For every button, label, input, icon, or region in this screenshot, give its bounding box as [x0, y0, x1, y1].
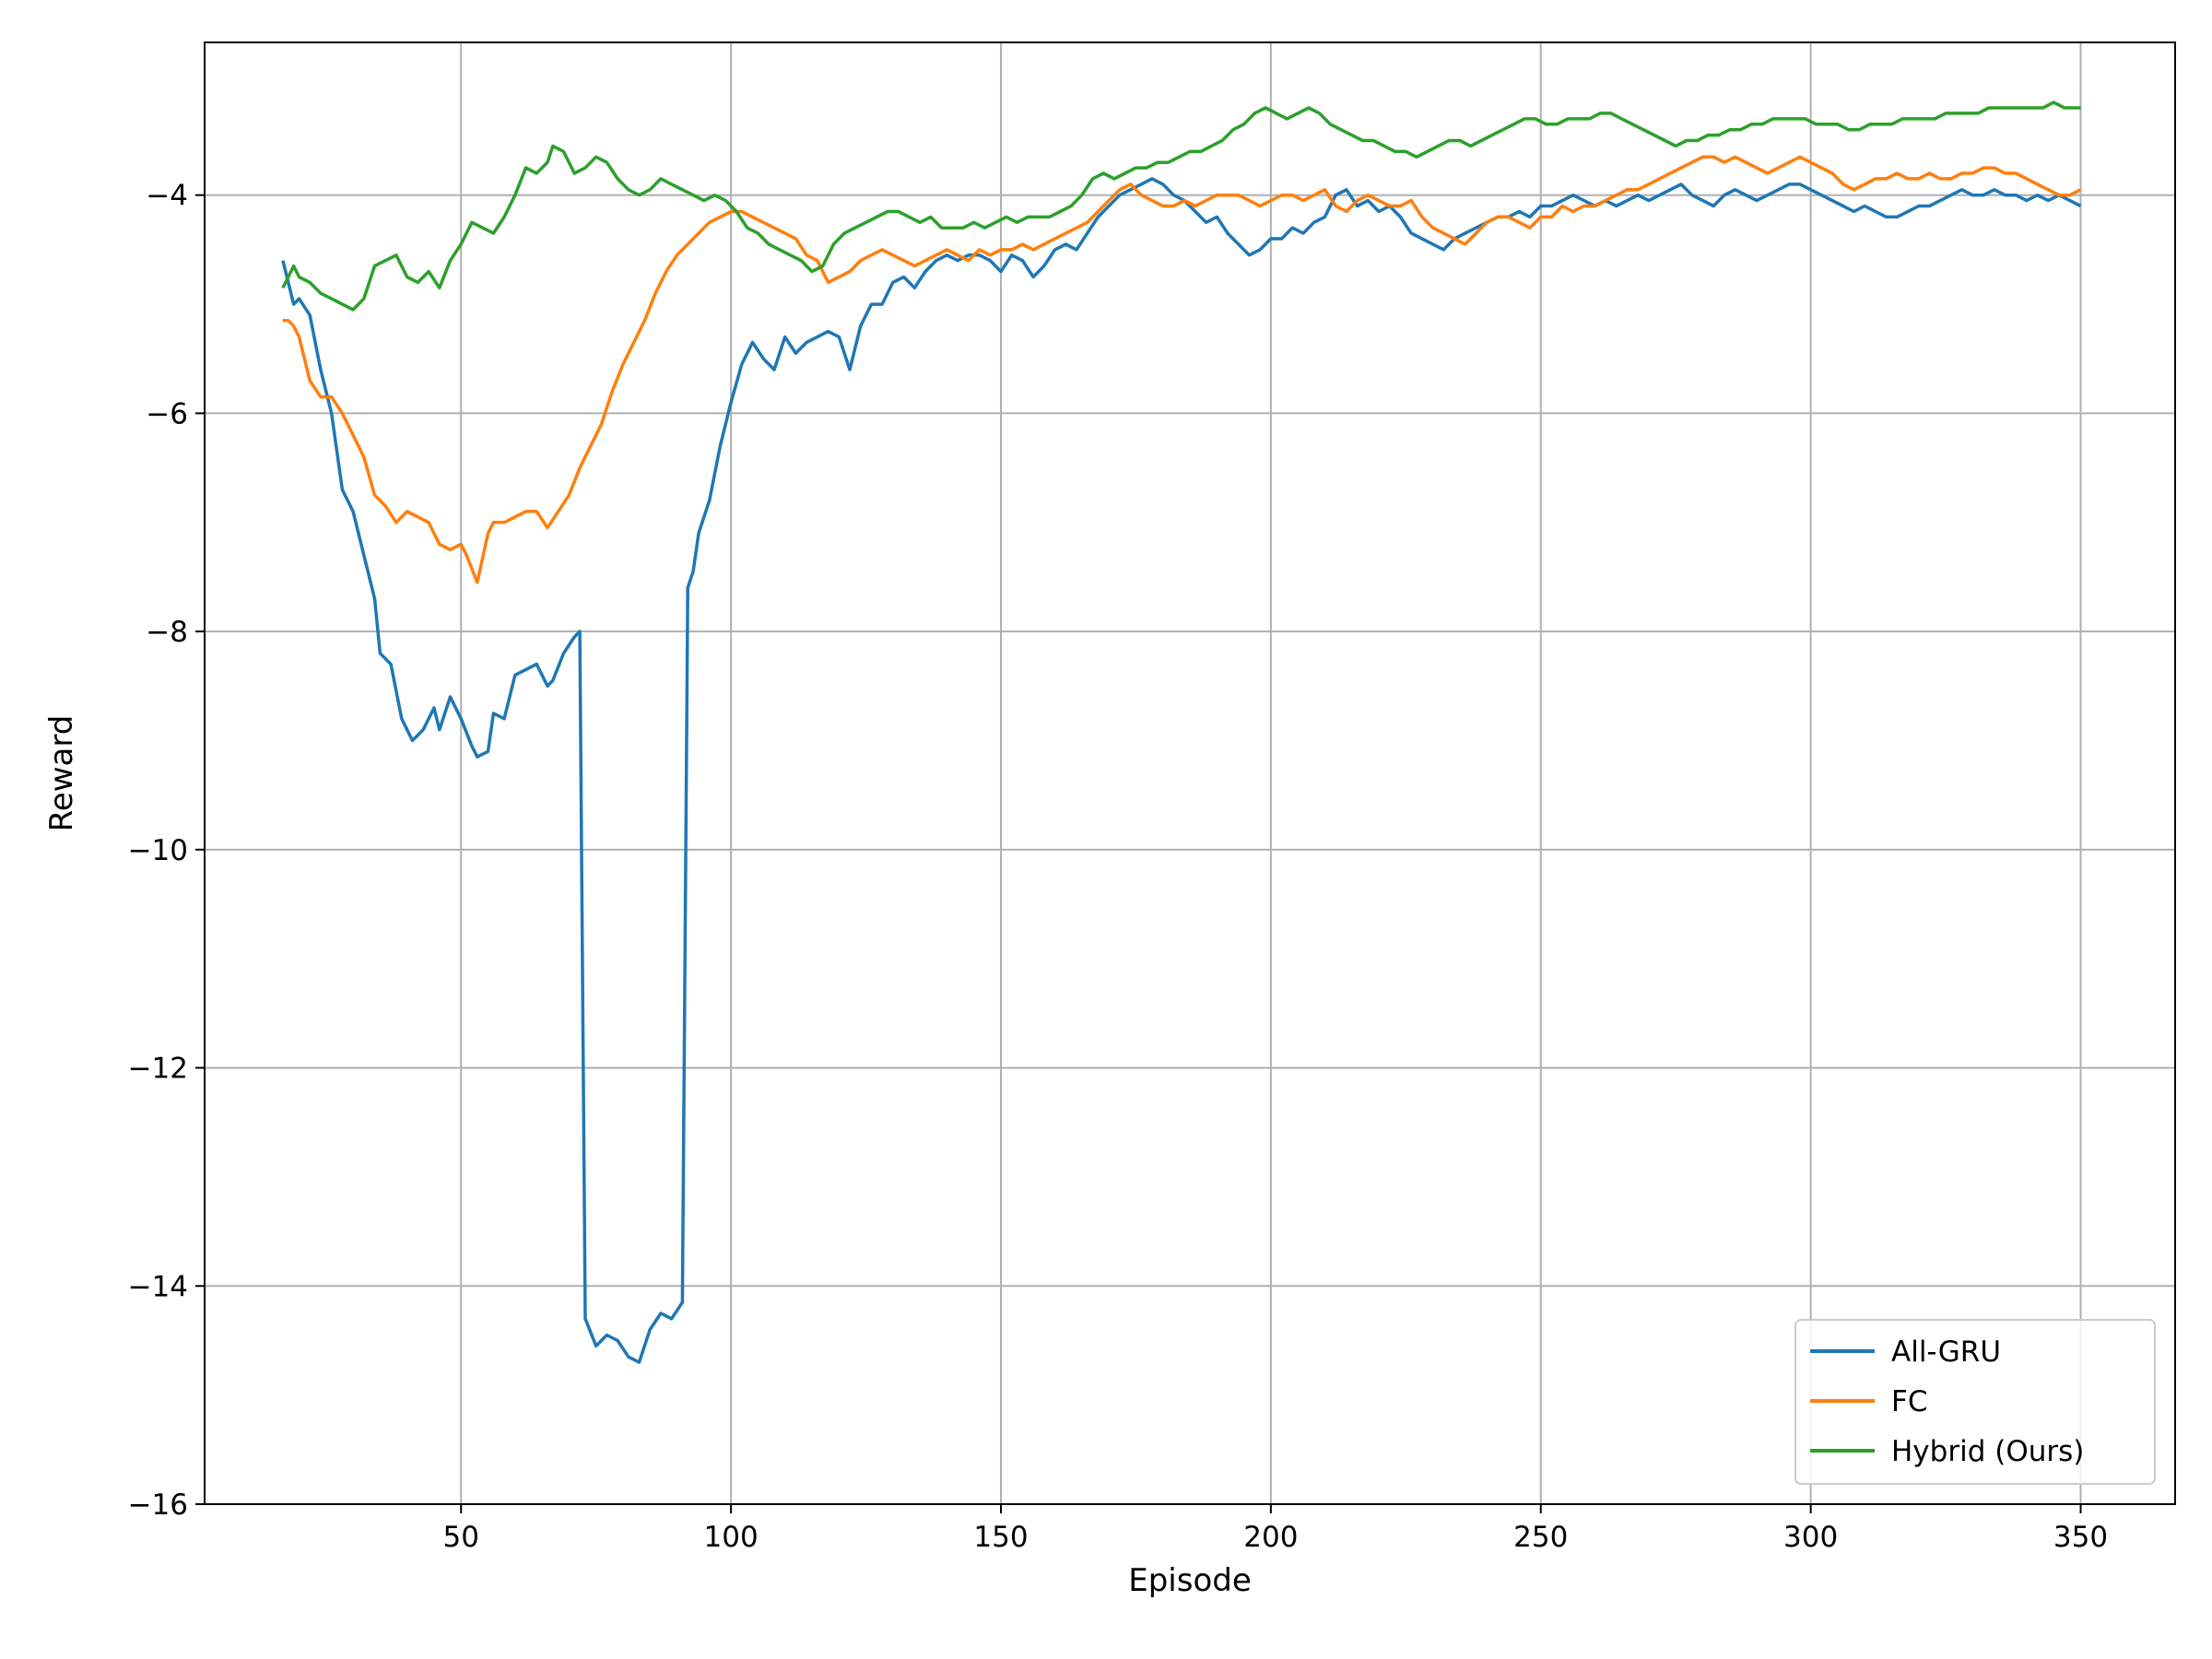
plot-frame: [204, 41, 2176, 1505]
y-tick-label: −6: [146, 397, 188, 430]
legend-label: FC: [1891, 1385, 1927, 1418]
x-tick-label: 300: [1783, 1521, 1838, 1554]
y-tick-label: −14: [128, 1270, 188, 1303]
series-line-all-gru: [281, 177, 2082, 1364]
x-tick-label: 50: [443, 1521, 479, 1554]
legend: All-GRU FC Hybrid (Ours): [1794, 1319, 2156, 1485]
series-lines: [281, 100, 2082, 1364]
x-axis-label: Episode: [1128, 1562, 1252, 1599]
y-tick-label: −4: [146, 180, 188, 213]
y-axis-label: Reward: [43, 715, 80, 832]
x-tick-label: 250: [1513, 1521, 1568, 1554]
y-tick-label: −12: [128, 1053, 188, 1086]
legend-box: [1794, 1319, 2156, 1485]
y-tick-label: −8: [146, 616, 188, 649]
y-tick-label: −16: [128, 1488, 188, 1522]
x-tick-label: 350: [2053, 1521, 2108, 1554]
axis-ticks: 50 100 150 200 250 300 350 −16 −14 −12 −10 −8 −6 −4: [128, 180, 2109, 1554]
x-tick-label: 100: [704, 1521, 759, 1554]
x-tick-label: 200: [1243, 1521, 1298, 1554]
series-line-hybrid-ours: [281, 100, 2081, 312]
legend-label: All-GRU: [1891, 1335, 2001, 1369]
legend-label: Hybrid (Ours): [1891, 1435, 2084, 1468]
series-line-fc: [282, 155, 2082, 584]
y-tick-label: −10: [128, 834, 188, 867]
x-tick-label: 150: [973, 1521, 1028, 1554]
